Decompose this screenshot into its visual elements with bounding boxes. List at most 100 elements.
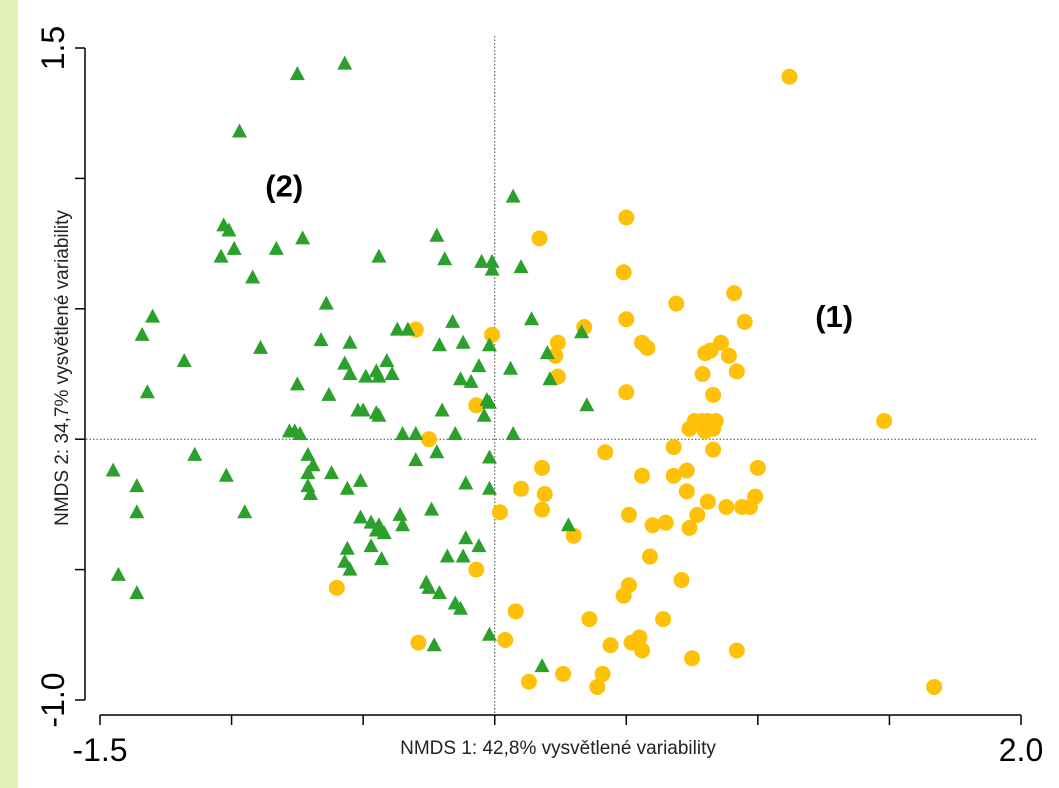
point-circle [484,326,501,343]
point-circle [736,313,753,330]
point-triangle [245,269,261,284]
point-circle [749,459,766,476]
point-triangle [129,585,145,600]
point-circle [615,587,632,604]
point-triangle [129,504,145,519]
point-circle [720,347,737,364]
point-circle [726,285,743,302]
point-triangle [453,600,469,615]
point-triangle [481,394,497,409]
point-triangle [353,472,369,487]
point-triangle [458,475,474,490]
point-circle [705,420,722,437]
point-circle [589,678,606,695]
point-triangle [434,402,450,417]
point-triangle [358,368,374,383]
point-circle [641,548,658,565]
point-triangle [474,253,490,268]
point-triangle [574,324,590,339]
point-circle [668,295,685,312]
point-triangle [213,248,229,263]
point-circle [618,209,635,226]
point-triangle [313,332,329,347]
point-triangle [481,626,497,641]
point-circle [581,611,598,628]
point-triangle [305,457,321,472]
point-triangle [408,452,424,467]
point-triangle [431,585,447,600]
x-tick-label: -1.5 [72,732,127,768]
point-triangle [218,467,234,482]
point-circle [741,499,758,516]
point-triangle [324,465,340,480]
point-triangle [342,334,358,349]
point-triangle [505,188,521,203]
point-triangle [453,371,469,386]
point-circle [926,678,943,695]
point-triangle [395,425,411,440]
point-circle [602,637,619,654]
point-circle [681,420,698,437]
point-circle [673,572,690,589]
point-circle [520,673,537,690]
point-triangle [226,240,242,255]
point-triangle [437,251,453,266]
point-triangle [145,308,161,323]
point-triangle [429,227,445,242]
point-circle [684,650,701,667]
point-triangle [408,425,424,440]
point-triangle [371,248,387,263]
point-triangle [505,425,521,440]
point-triangle [363,538,379,553]
point-triangle [110,566,126,581]
scatter-plot: -1.5 2.0 -1.0 1.5 NMDS 1: 42,8% vysvětlené v… [35,26,1043,768]
point-triangle [542,371,558,386]
point-triangle [337,355,353,370]
point-circle [634,642,651,659]
point-circle [728,642,745,659]
point-triangle [289,66,305,81]
point-circle [513,480,530,497]
point-triangle [237,504,253,519]
point-triangle [463,373,479,388]
point-triangle [371,368,387,383]
group-annotation: (1) [815,299,853,334]
plot-panel: -1.5 2.0 -1.0 1.5 NMDS 1: 42,8% vysvětlené v… [18,0,1059,788]
point-circle [549,334,566,351]
group-annotation: (2) [265,169,303,204]
x-tick-label: 2.0 [999,732,1043,768]
point-triangle [471,538,487,553]
point-circle [705,441,722,458]
point-triangle [458,530,474,545]
point-triangle [134,326,150,341]
point-triangle [503,360,519,375]
point-circle [665,467,682,484]
point-circle [705,386,722,403]
point-triangle [139,384,155,399]
point-triangle [105,462,121,477]
point-triangle [337,55,353,70]
point-circle [615,264,632,281]
y-tick-label: -1.0 [35,672,71,727]
point-triangle [268,240,284,255]
point-circle [507,603,524,620]
point-circle [618,311,635,328]
point-triangle [129,478,145,493]
point-triangle [376,525,392,540]
point-triangle [560,517,576,532]
point-circle [328,579,345,596]
point-triangle [445,313,461,328]
point-triangle [539,345,555,360]
point-circle [468,561,485,578]
point-circle [491,504,508,521]
point-triangle [221,222,237,237]
point-circle [657,514,674,531]
point-circle [565,527,582,544]
point-circle [534,459,551,476]
point-circle [534,501,551,518]
point-triangle [513,259,529,274]
x-axis-title: NMDS 1: 42,8% vysvětlené variability [400,738,716,759]
point-triangle [455,334,471,349]
point-triangle [579,397,595,412]
point-circle [718,499,735,516]
